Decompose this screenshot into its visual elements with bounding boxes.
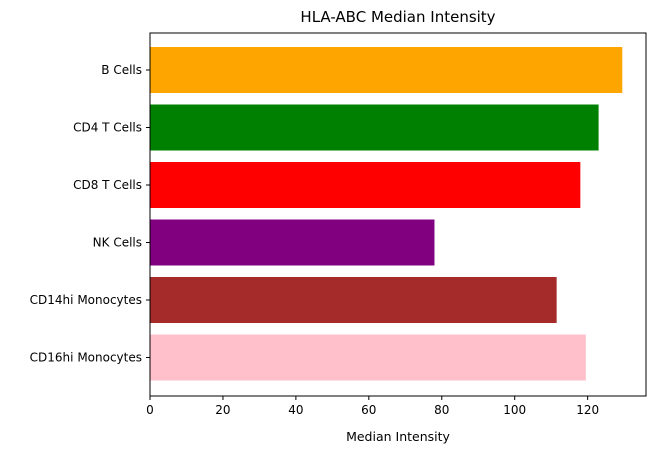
bar-cd8-t-cells bbox=[150, 162, 581, 208]
y-tick-label: CD14hi Monocytes bbox=[30, 293, 142, 307]
x-tick-label: 20 bbox=[215, 403, 230, 417]
x-tick-label: 120 bbox=[576, 403, 599, 417]
plot-frame bbox=[149, 32, 647, 397]
bar-cd14hi-monocytes bbox=[150, 277, 557, 323]
x-tick-label: 80 bbox=[434, 403, 449, 417]
bar-cd4-t-cells bbox=[150, 104, 599, 151]
x-axis-label: Median Intensity bbox=[346, 429, 450, 444]
chart-title: HLA-ABC Median Intensity bbox=[300, 8, 495, 26]
bar-b-cells bbox=[150, 47, 623, 93]
bar-cd16hi-monocytes bbox=[150, 334, 586, 381]
y-tick-label: CD16hi Monocytes bbox=[30, 351, 142, 365]
x-axis-ticks: 0 20 40 60 80 100 120 bbox=[146, 396, 599, 417]
x-tick-label: 60 bbox=[361, 403, 376, 417]
x-tick-label: 0 bbox=[146, 403, 154, 417]
bar-nk-cells bbox=[150, 219, 435, 266]
y-tick-label: CD4 T Cells bbox=[73, 121, 142, 135]
bars-layer bbox=[150, 47, 623, 381]
x-tick-label: 100 bbox=[503, 403, 526, 417]
x-tick-label: 40 bbox=[288, 403, 303, 417]
y-tick-label: B Cells bbox=[101, 63, 142, 77]
y-tick-label: CD8 T Cells bbox=[73, 178, 142, 192]
y-tick-label: NK Cells bbox=[93, 236, 142, 250]
y-axis-ticks: B Cells CD4 T Cells CD8 T Cells NK Cells CD1… bbox=[30, 63, 150, 365]
